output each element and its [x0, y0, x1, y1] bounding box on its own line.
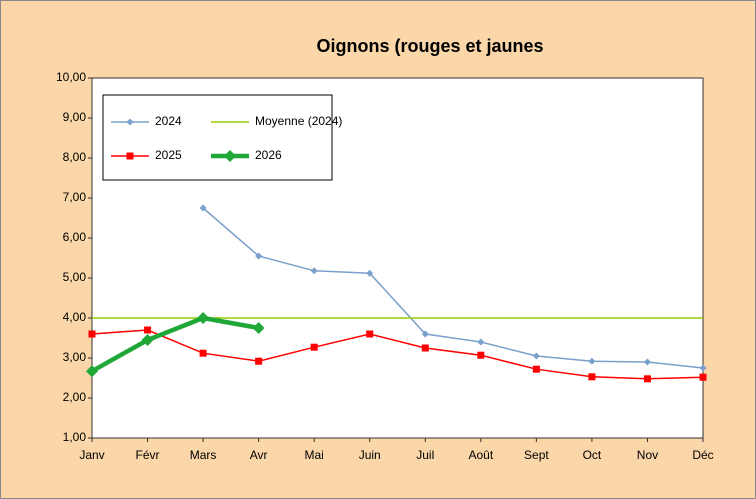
point: [643, 358, 651, 366]
series-line: [91, 329, 704, 380]
y-tick-label: 1,00: [63, 430, 87, 444]
point: [421, 344, 429, 352]
point: [477, 351, 485, 359]
point: [88, 330, 96, 338]
x-tick-label: Mars: [190, 448, 217, 462]
x-tick-label: Juin: [359, 448, 381, 462]
point: [588, 357, 596, 365]
point: [197, 312, 210, 324]
y-tick-label: 10,00: [56, 70, 86, 84]
x-tick-label: Mai: [305, 448, 324, 462]
point: [144, 326, 152, 334]
point: [255, 357, 263, 365]
point: [86, 365, 98, 378]
point: [199, 204, 207, 212]
series-line: [90, 315, 260, 374]
y-tick-label: 2,00: [63, 390, 87, 404]
point: [141, 334, 154, 346]
point: [477, 338, 485, 346]
point: [532, 365, 540, 373]
point: [532, 352, 540, 360]
legend-label: 2024: [155, 114, 182, 128]
x-tick-label: Déc: [692, 448, 713, 462]
x-tick-label: Oct: [583, 448, 602, 462]
point: [224, 150, 236, 162]
point: [366, 269, 374, 277]
point: [252, 322, 265, 334]
point: [126, 118, 134, 126]
series-line: [202, 207, 704, 369]
y-tick-label: 5,00: [63, 270, 87, 284]
x-tick-label: Sept: [524, 448, 549, 462]
legend-label: Moyenne (2024): [255, 114, 342, 128]
point: [421, 330, 429, 338]
x-tick-label: Févr: [136, 448, 160, 462]
legend-label: 2026: [255, 148, 282, 162]
point: [310, 267, 318, 275]
point: [126, 152, 134, 160]
y-tick-label: 7,00: [63, 190, 87, 204]
point: [699, 364, 707, 372]
legend-box: [102, 94, 333, 181]
point: [699, 373, 707, 381]
chart-title: Oignons (rouges et jaunes: [316, 36, 543, 56]
point: [643, 375, 651, 383]
legend-label: 2025: [155, 148, 182, 162]
x-tick-label: Juil: [416, 448, 434, 462]
point: [255, 252, 263, 260]
x-tick-label: Août: [468, 448, 493, 462]
point: [588, 373, 596, 381]
point: [310, 343, 318, 351]
y-tick-label: 4,00: [63, 310, 87, 324]
y-tick-label: 9,00: [63, 110, 87, 124]
point: [366, 330, 374, 338]
x-tick-label: Nov: [637, 448, 658, 462]
y-tick-label: 6,00: [63, 230, 87, 244]
y-tick-label: 3,00: [63, 350, 87, 364]
x-tick-label: Avr: [250, 448, 268, 462]
point: [199, 349, 207, 357]
x-tick-label: Janv: [79, 448, 104, 462]
y-tick-label: 8,00: [63, 150, 87, 164]
